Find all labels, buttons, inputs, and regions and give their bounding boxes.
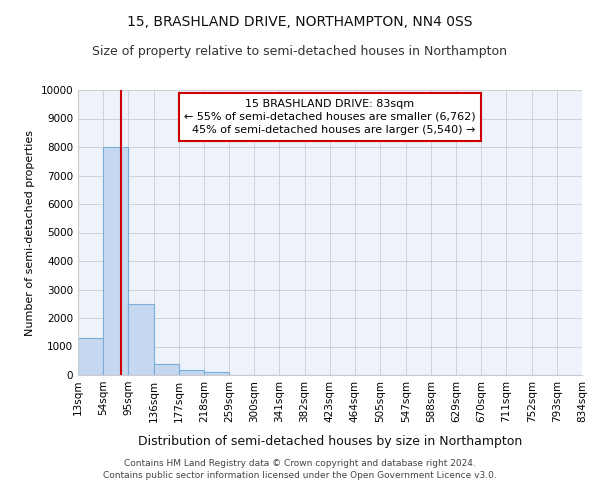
- Bar: [78, 338, 103, 375]
- Bar: [154, 364, 179, 375]
- Bar: [128, 304, 154, 375]
- Text: Contains HM Land Registry data © Crown copyright and database right 2024.
Contai: Contains HM Land Registry data © Crown c…: [103, 458, 497, 480]
- Text: 15, BRASHLAND DRIVE, NORTHAMPTON, NN4 0SS: 15, BRASHLAND DRIVE, NORTHAMPTON, NN4 0S…: [127, 15, 473, 29]
- Text: Size of property relative to semi-detached houses in Northampton: Size of property relative to semi-detach…: [92, 45, 508, 58]
- Bar: [179, 370, 204, 375]
- Bar: [103, 147, 128, 375]
- Y-axis label: Number of semi-detached properties: Number of semi-detached properties: [25, 130, 35, 336]
- Text: Distribution of semi-detached houses by size in Northampton: Distribution of semi-detached houses by …: [138, 435, 522, 448]
- Text: 15 BRASHLAND DRIVE: 83sqm  
← 55% of semi-detached houses are smaller (6,762)
  : 15 BRASHLAND DRIVE: 83sqm ← 55% of semi-…: [184, 98, 476, 135]
- Bar: [204, 372, 229, 375]
